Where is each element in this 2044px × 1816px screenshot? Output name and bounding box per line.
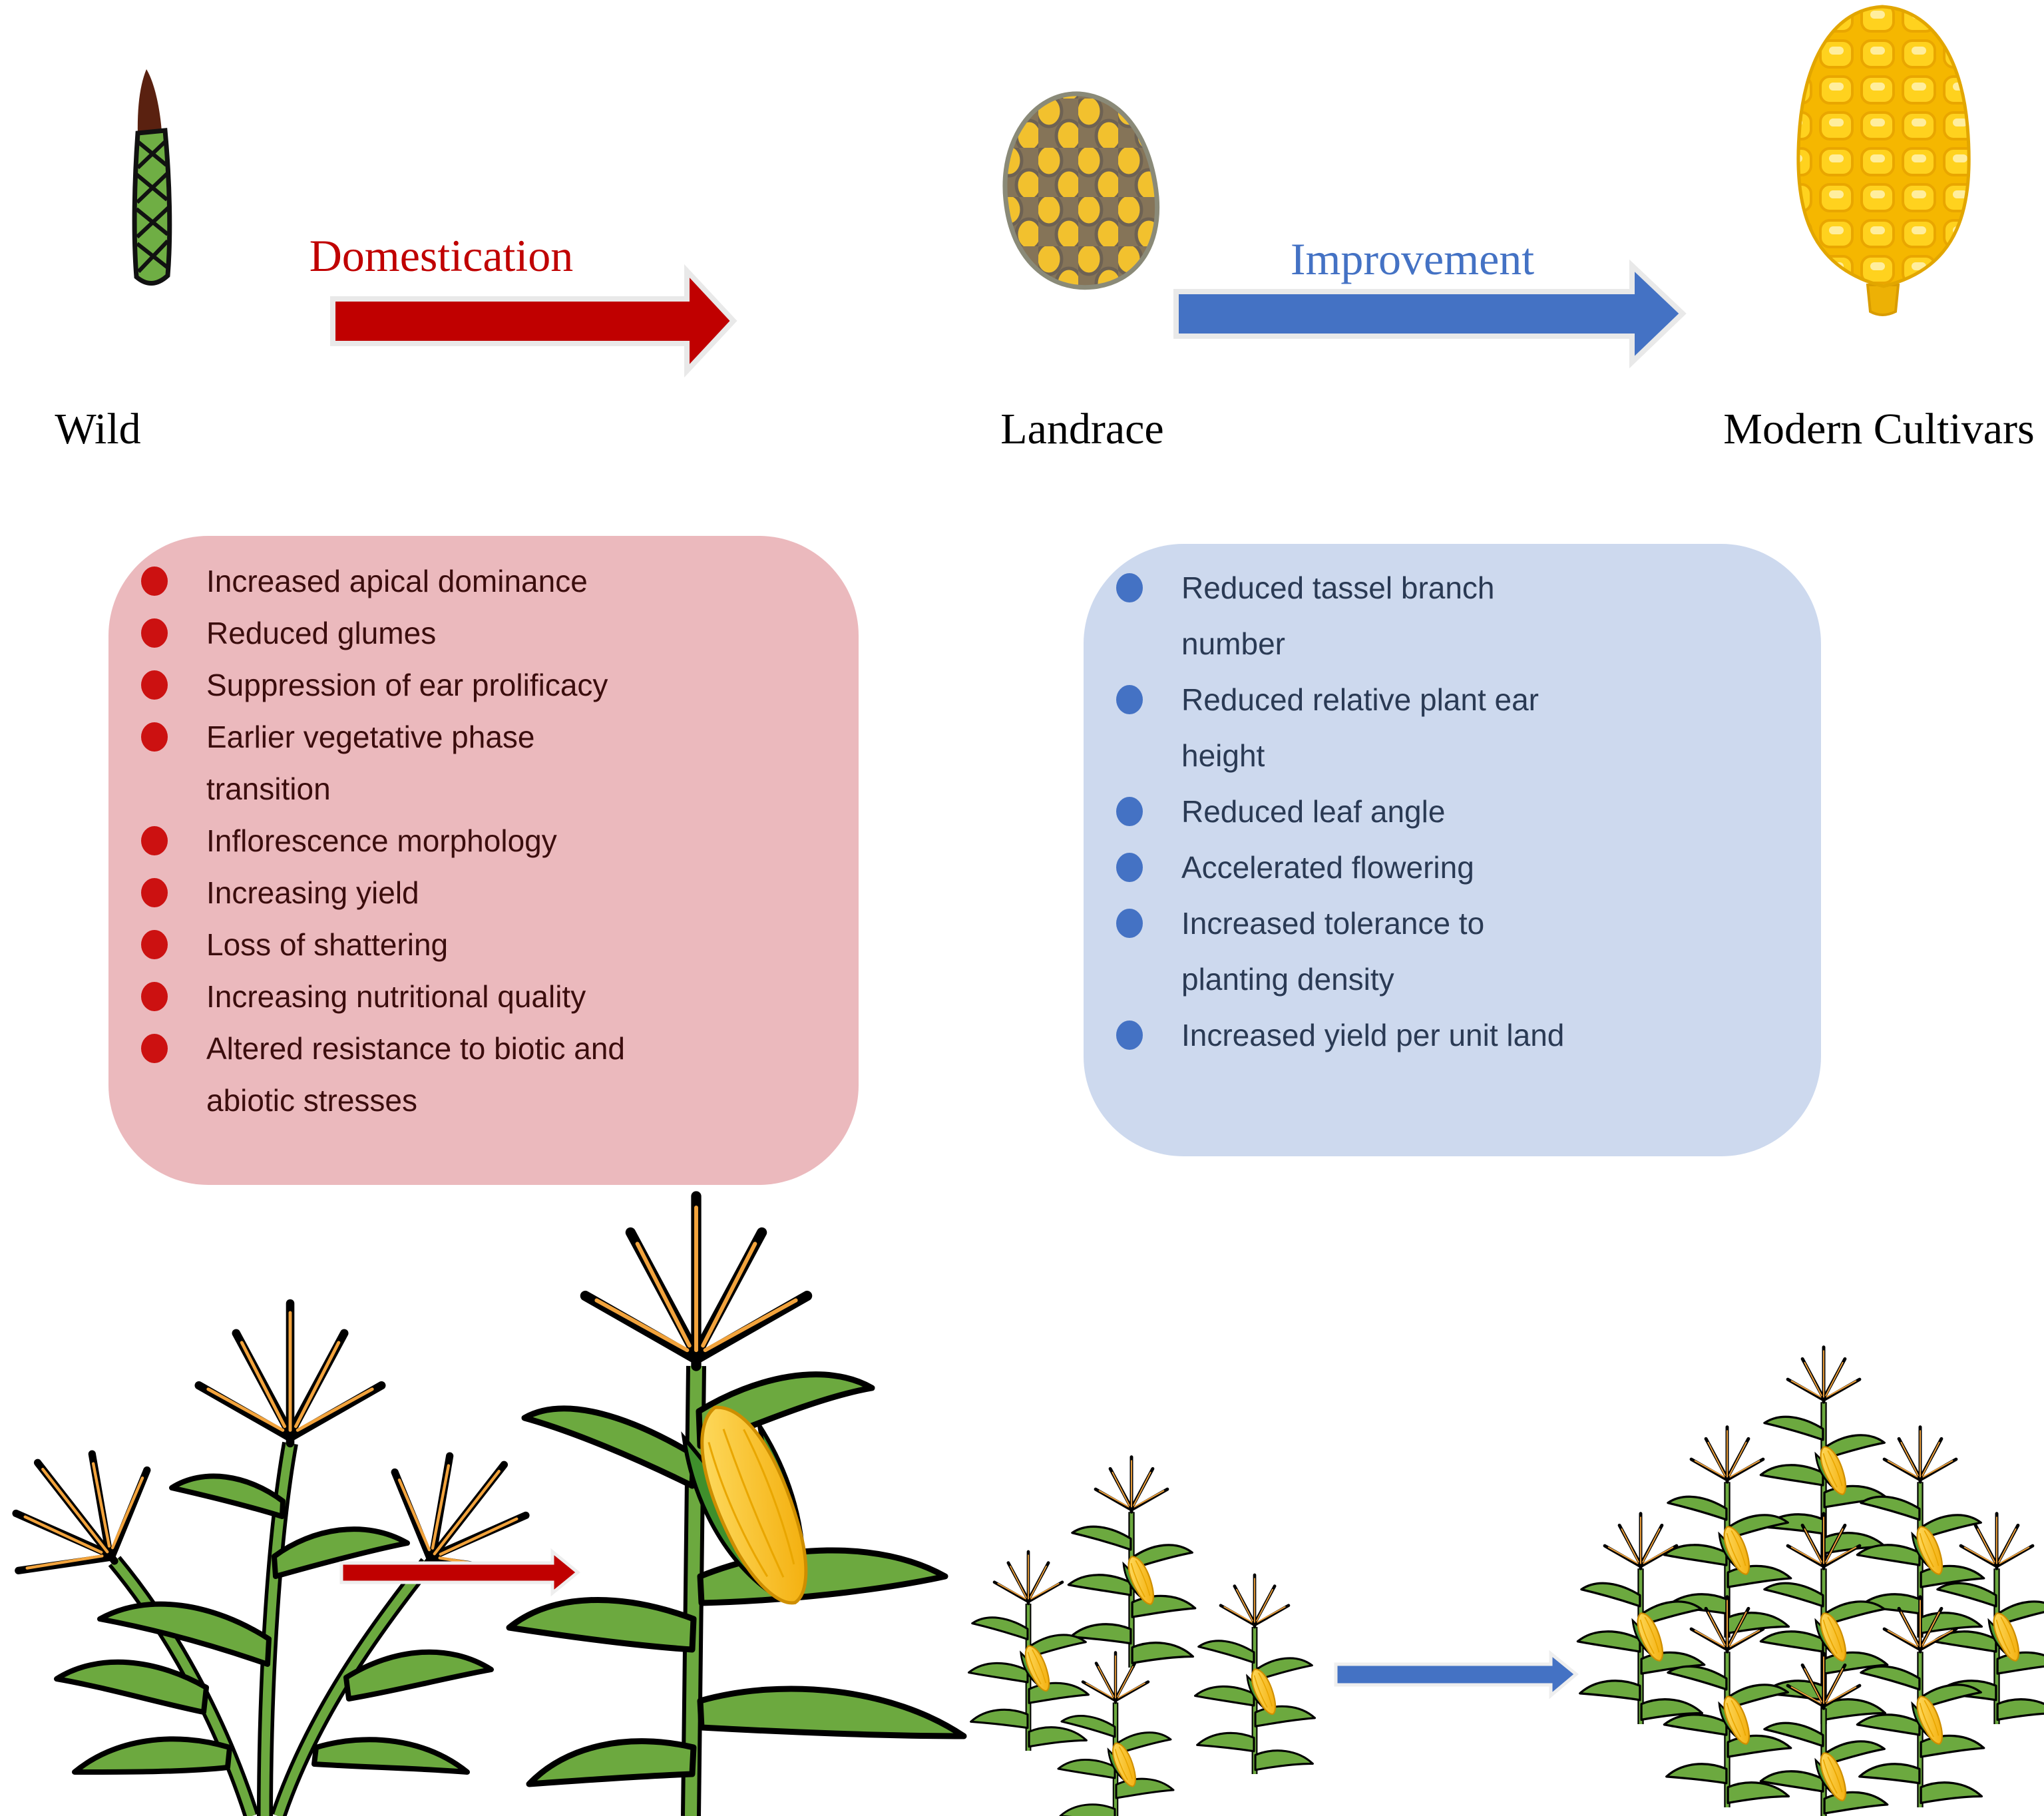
wild-label: Wild <box>55 405 141 453</box>
trait-text: Reduced leaf angle <box>1181 794 1446 829</box>
sparse-corn-plants-icon <box>969 1457 1315 1816</box>
trait-text: Suppression of ear prolificacy <box>206 667 608 702</box>
bullet-dot-icon <box>141 930 168 959</box>
trait-text: Increased apical dominance <box>206 563 588 598</box>
tall-corn-plant-icon <box>506 1196 967 1816</box>
trait-text: Accelerated flowering <box>1181 849 1474 885</box>
trait-item: Altered resistance to biotic and abiotic … <box>108 1022 859 1126</box>
bullet-dot-icon <box>141 567 168 596</box>
trait-text: Altered resistance to biotic and <box>206 1030 626 1066</box>
bullet-dot-icon <box>141 878 168 907</box>
trait-text: Earlier vegetative phase <box>206 719 535 754</box>
bullet-dot-icon <box>1116 685 1143 714</box>
trait-text: Increasing yield <box>206 875 419 910</box>
trait-item: Inflorescence morphology <box>108 815 859 867</box>
trait-item: Accelerated flowering <box>1084 839 1821 895</box>
trait-text: height <box>1181 738 1265 773</box>
improvement-label: Improvement <box>1290 234 1535 284</box>
bullet-dot-icon <box>1116 573 1143 602</box>
bullet-dot-icon <box>141 722 168 752</box>
trait-text: Increased tolerance to <box>1181 905 1485 941</box>
trait-text: Reduced tassel branch <box>1181 570 1495 605</box>
domestication-small-arrow-icon <box>339 1548 580 1597</box>
landrace-label: Landrace <box>1000 405 1164 453</box>
trait-text: Reduced glumes <box>206 615 437 650</box>
modern-cultivars-label: Modern Cultivars <box>1723 405 2035 453</box>
trait-item: Increased apical dominance <box>108 555 859 607</box>
trait-text: Loss of shattering <box>206 927 449 962</box>
trait-text: transition <box>206 771 331 806</box>
trait-item: Reduced relative plant ear height <box>1084 672 1821 784</box>
wild-teosinte-plant-icon <box>0 1303 568 1816</box>
trait-item: Increasing nutritional quality <box>108 971 859 1022</box>
domestication-traits-box: Increased apical dominance Reduced glumes… <box>108 536 859 1185</box>
trait-text: abiotic stresses <box>206 1082 418 1118</box>
trait-text: Inflorescence morphology <box>206 823 557 858</box>
bullet-dot-icon <box>1116 909 1143 938</box>
bullet-dot-icon <box>141 618 168 648</box>
trait-text: Increased yield per unit land <box>1181 1017 1565 1052</box>
trait-text: Increasing nutritional quality <box>206 979 586 1014</box>
trait-item: Suppression of ear prolificacy <box>108 659 859 711</box>
trait-item: Reduced leaf angle <box>1084 784 1821 839</box>
improvement-arrow-icon <box>1173 259 1687 369</box>
bullet-dot-icon <box>141 1034 168 1063</box>
landrace-cob-icon <box>1002 91 1160 290</box>
trait-text: Reduced relative plant ear <box>1181 682 1539 717</box>
trait-item: Increased tolerance to planting density <box>1084 895 1821 1007</box>
bullet-dot-icon <box>1116 1021 1143 1050</box>
bullet-dot-icon <box>1116 853 1143 882</box>
bullet-dot-icon <box>141 670 168 700</box>
trait-item: Reduced glumes <box>108 607 859 659</box>
improvement-traits-box: Reduced tassel branch number Reduced relat… <box>1084 544 1821 1156</box>
bullet-dot-icon <box>141 982 168 1011</box>
trait-item: Earlier vegetative phase transition <box>108 711 859 815</box>
trait-item: Increased yield per unit land <box>1084 1007 1821 1063</box>
bullet-dot-icon <box>141 826 168 855</box>
teosinte-spike-icon <box>132 69 172 286</box>
trait-item: Increasing yield <box>108 867 859 919</box>
trait-text: number <box>1181 626 1285 661</box>
dense-corn-field-icon <box>1577 1347 2044 1816</box>
domestication-arrow-icon <box>330 264 737 378</box>
domestication-label: Domestication <box>309 230 574 281</box>
trait-item: Loss of shattering <box>108 919 859 971</box>
improvement-small-arrow-icon <box>1334 1650 1579 1700</box>
bullet-dot-icon <box>1116 797 1143 826</box>
modern-corn-icon <box>1796 5 1971 316</box>
trait-item: Reduced tassel branch number <box>1084 560 1821 672</box>
trait-text: planting density <box>1181 961 1394 997</box>
